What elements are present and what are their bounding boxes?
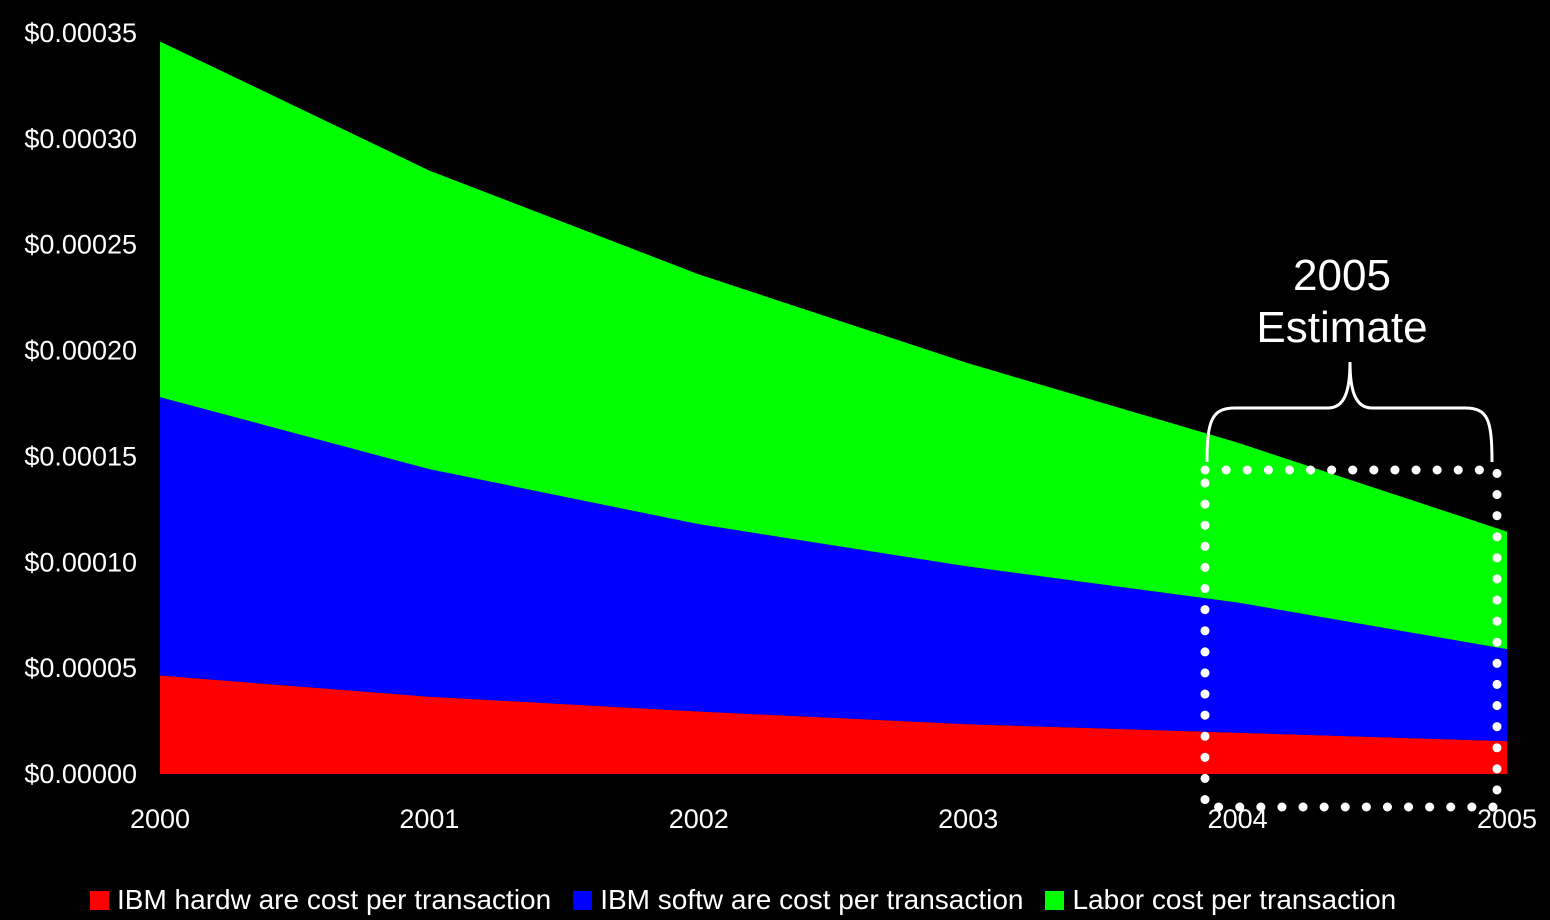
x-tick-label: 2003 — [938, 804, 998, 834]
x-tick-label: 2000 — [130, 804, 190, 834]
x-tick-label: 2005 — [1477, 804, 1537, 834]
x-tick-label: 2001 — [399, 804, 459, 834]
y-tick-label: $0.00020 — [24, 336, 137, 366]
y-tick-label: $0.00035 — [24, 18, 137, 48]
y-tick-label: $0.00000 — [24, 759, 137, 789]
legend-label-labor: Labor cost per transaction — [1072, 884, 1397, 915]
area-series-group — [160, 41, 1507, 774]
legend-swatch-labor — [1045, 890, 1065, 910]
estimate-brace — [1205, 361, 1494, 463]
y-tick-label: $0.00025 — [24, 230, 137, 260]
legend-item-labor: Labor cost per transaction — [1045, 884, 1396, 916]
estimate-dotted-box — [1200, 465, 1502, 812]
legend-swatch-software — [573, 890, 593, 910]
y-tick-label: $0.00015 — [24, 441, 137, 471]
legend-item-hardware: IBM hardw are cost per transaction — [90, 884, 551, 916]
area-series-0 — [160, 675, 1507, 774]
x-axis-ticks: 2000 2001 2002 2003 2004 2005 — [130, 804, 1537, 834]
legend-label-hardware: IBM hardw are cost per transaction — [117, 884, 552, 915]
legend-label-software: IBM softw are cost per transaction — [600, 884, 1024, 915]
area-series-1 — [160, 397, 1507, 742]
estimate-annotation: 2005 Estimate — [1200, 251, 1502, 812]
y-tick-label: $0.00030 — [24, 124, 137, 154]
estimate-label-line2: Estimate — [1256, 303, 1427, 352]
area-series-2 — [160, 41, 1507, 650]
estimate-label-line1: 2005 — [1293, 251, 1391, 300]
y-axis-ticks: $0.00000 $0.00005 $0.00010 $0.00015 $0.00020… — [24, 18, 137, 789]
chart-legend: IBM hardw are cost per transaction IBM s… — [90, 884, 1418, 916]
legend-item-software: IBM softw are cost per transaction — [573, 884, 1023, 916]
y-tick-label: $0.00005 — [24, 653, 137, 683]
y-tick-label: $0.00010 — [24, 547, 137, 577]
area-chart: $0.00000 $0.00005 $0.00010 $0.00015 $0.00020… — [24, 18, 1537, 834]
legend-swatch-hardware — [90, 890, 109, 910]
x-tick-label: 2002 — [669, 804, 729, 834]
